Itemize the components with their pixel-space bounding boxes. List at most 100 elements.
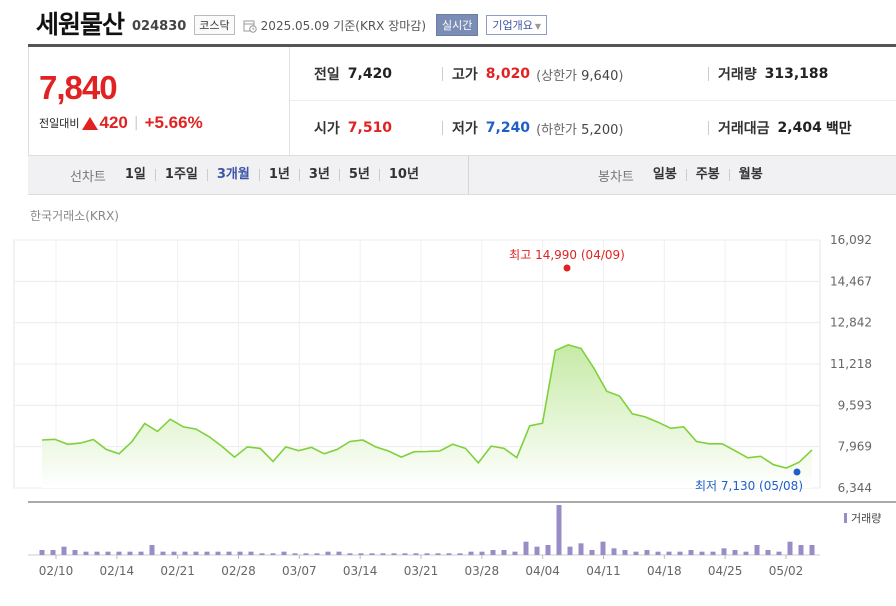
volume-bar — [809, 545, 815, 555]
stock-code: 024830 — [132, 18, 187, 34]
prev-close-value: 7,420 — [347, 66, 393, 82]
high-label: 고가 — [452, 67, 478, 83]
candle-period-option[interactable]: 주봉 — [685, 168, 729, 181]
volume-bar — [501, 550, 507, 555]
min-price-value: 7,130 — [717, 479, 755, 493]
volume-bar — [699, 551, 705, 555]
volume-bar — [534, 546, 540, 555]
volume-bar — [171, 551, 177, 555]
volume-bar — [479, 551, 485, 555]
period-option[interactable]: 10년 — [378, 168, 428, 181]
y-tick-label: 6,344 — [838, 481, 872, 495]
upper-limit-label: (상한가 — [536, 68, 578, 84]
min-price-date: (05/08) — [755, 479, 803, 493]
volume-bar — [94, 551, 100, 555]
candle-chart-label: 봉차트 — [598, 169, 634, 185]
volume-bar — [39, 550, 45, 555]
volume-bar — [138, 551, 144, 555]
volume-bar — [193, 551, 199, 555]
stats-row-1: 전일 7,420 고가 8,020 (상한가 9,640) 거래량 313,18… — [290, 47, 896, 101]
period-option[interactable]: 1년 — [258, 168, 299, 181]
lower-limit-value: 5,200 — [581, 122, 619, 138]
max-price-marker — [563, 264, 571, 272]
volume-bar — [347, 553, 353, 555]
low-stat: 저가 7,240 (하한가 5,200) — [452, 101, 623, 155]
volume-bar — [743, 551, 749, 555]
high-value: 8,020 — [485, 66, 531, 82]
y-tick-label: 9,593 — [838, 398, 872, 412]
period-option[interactable]: 1일 — [124, 167, 146, 182]
volume-bar — [226, 551, 232, 555]
price-line — [41, 344, 813, 469]
price-area — [42, 344, 812, 488]
volume-bar — [292, 553, 298, 555]
header-divider — [28, 44, 896, 47]
volume-bar — [468, 551, 474, 555]
change-separator: | — [133, 115, 139, 131]
volume-bar — [391, 553, 397, 555]
y-tick-label: 12,842 — [830, 316, 872, 330]
period-option[interactable]: 1주일 — [154, 168, 207, 181]
volume-bar — [369, 553, 375, 555]
y-tick-label: 11,218 — [830, 357, 872, 371]
min-price-label: 최저 7,130 (05/08) — [695, 479, 803, 493]
stat-separator — [442, 67, 443, 81]
x-tick-label: 04/11 — [586, 564, 621, 578]
candle-period-option[interactable]: 일봉 — [652, 167, 677, 182]
volume-bar — [314, 553, 320, 555]
period-option[interactable]: 5년 — [338, 168, 379, 181]
volume-bar — [611, 548, 617, 555]
volume-bar — [523, 541, 529, 555]
high-stat: 고가 8,020 (상한가 9,640) — [452, 47, 623, 101]
volume-bar — [204, 551, 210, 555]
volume-bar — [512, 551, 518, 555]
volume-stat: 거래량 313,188 — [718, 47, 828, 101]
stock-name: 세원물산 — [36, 10, 125, 39]
candle-chart-periods: 봉차트 일봉 주봉 월봉 — [598, 156, 772, 194]
line-chart-periods: 선차트 1일 1주일 3개월 1년 3년 5년 10년 — [28, 156, 468, 194]
low-value: 7,240 — [485, 120, 531, 136]
volume-bar — [721, 548, 727, 555]
volume-bar — [567, 546, 573, 555]
market-badge: 코스닥 — [194, 15, 235, 35]
turnover-stat: 거래대금 2,404 백만 — [718, 101, 852, 155]
volume-bar — [127, 551, 133, 555]
volume-bar — [633, 551, 639, 555]
lower-limit-close: ) — [618, 122, 624, 138]
open-stat: 시가 7,510 — [314, 101, 392, 155]
realtime-button[interactable]: 실시간 — [436, 14, 479, 36]
change-amount: 420 — [99, 113, 128, 132]
y-tick-label: 16,092 — [830, 233, 872, 247]
price-chart[interactable]: 16,092 14,467 12,842 11,218 9,593 7,969 6,344 최… — [0, 225, 896, 606]
stat-separator — [442, 121, 443, 135]
volume-bar — [578, 543, 584, 555]
low-label: 저가 — [452, 121, 478, 137]
turnover-unit: 백만 — [825, 121, 852, 137]
volume-bar — [380, 553, 386, 555]
turnover-label: 거래대금 — [718, 121, 770, 137]
line-chart-label: 선차트 — [70, 169, 106, 185]
x-tick-label: 03/14 — [343, 564, 378, 578]
base-date: 2025.05.09 기준(KRX 장마감) — [260, 18, 426, 33]
period-option[interactable]: 3년 — [298, 168, 339, 181]
stats-row-2: 시가 7,510 저가 7,240 (하한가 5,200) 거래대금 2,404… — [290, 101, 896, 155]
lower-limit: (하한가 5,200) — [536, 119, 623, 138]
upper-limit-close: ) — [618, 68, 624, 84]
volume-bar — [798, 545, 804, 555]
volume-bar — [182, 551, 188, 555]
volume-bar — [270, 553, 276, 555]
volume-bar — [83, 551, 89, 555]
volume-bar — [424, 553, 430, 555]
volume-bar — [237, 551, 243, 555]
volume-bar — [358, 553, 364, 555]
volume-bar — [677, 551, 683, 555]
volume-bar — [325, 551, 331, 555]
open-label: 시가 — [314, 121, 340, 137]
volume-bar — [754, 545, 760, 555]
up-arrow-icon — [82, 116, 99, 130]
chart-period-bar: 선차트 1일 1주일 3개월 1년 3년 5년 10년 봉차트 일봉 주봉 월봉 — [28, 155, 896, 195]
stat-separator — [708, 121, 709, 135]
company-overview-button[interactable]: 기업개요 ▼ — [486, 15, 548, 35]
period-option[interactable]: 3개월 — [206, 168, 259, 181]
candle-period-option[interactable]: 월봉 — [728, 168, 772, 181]
